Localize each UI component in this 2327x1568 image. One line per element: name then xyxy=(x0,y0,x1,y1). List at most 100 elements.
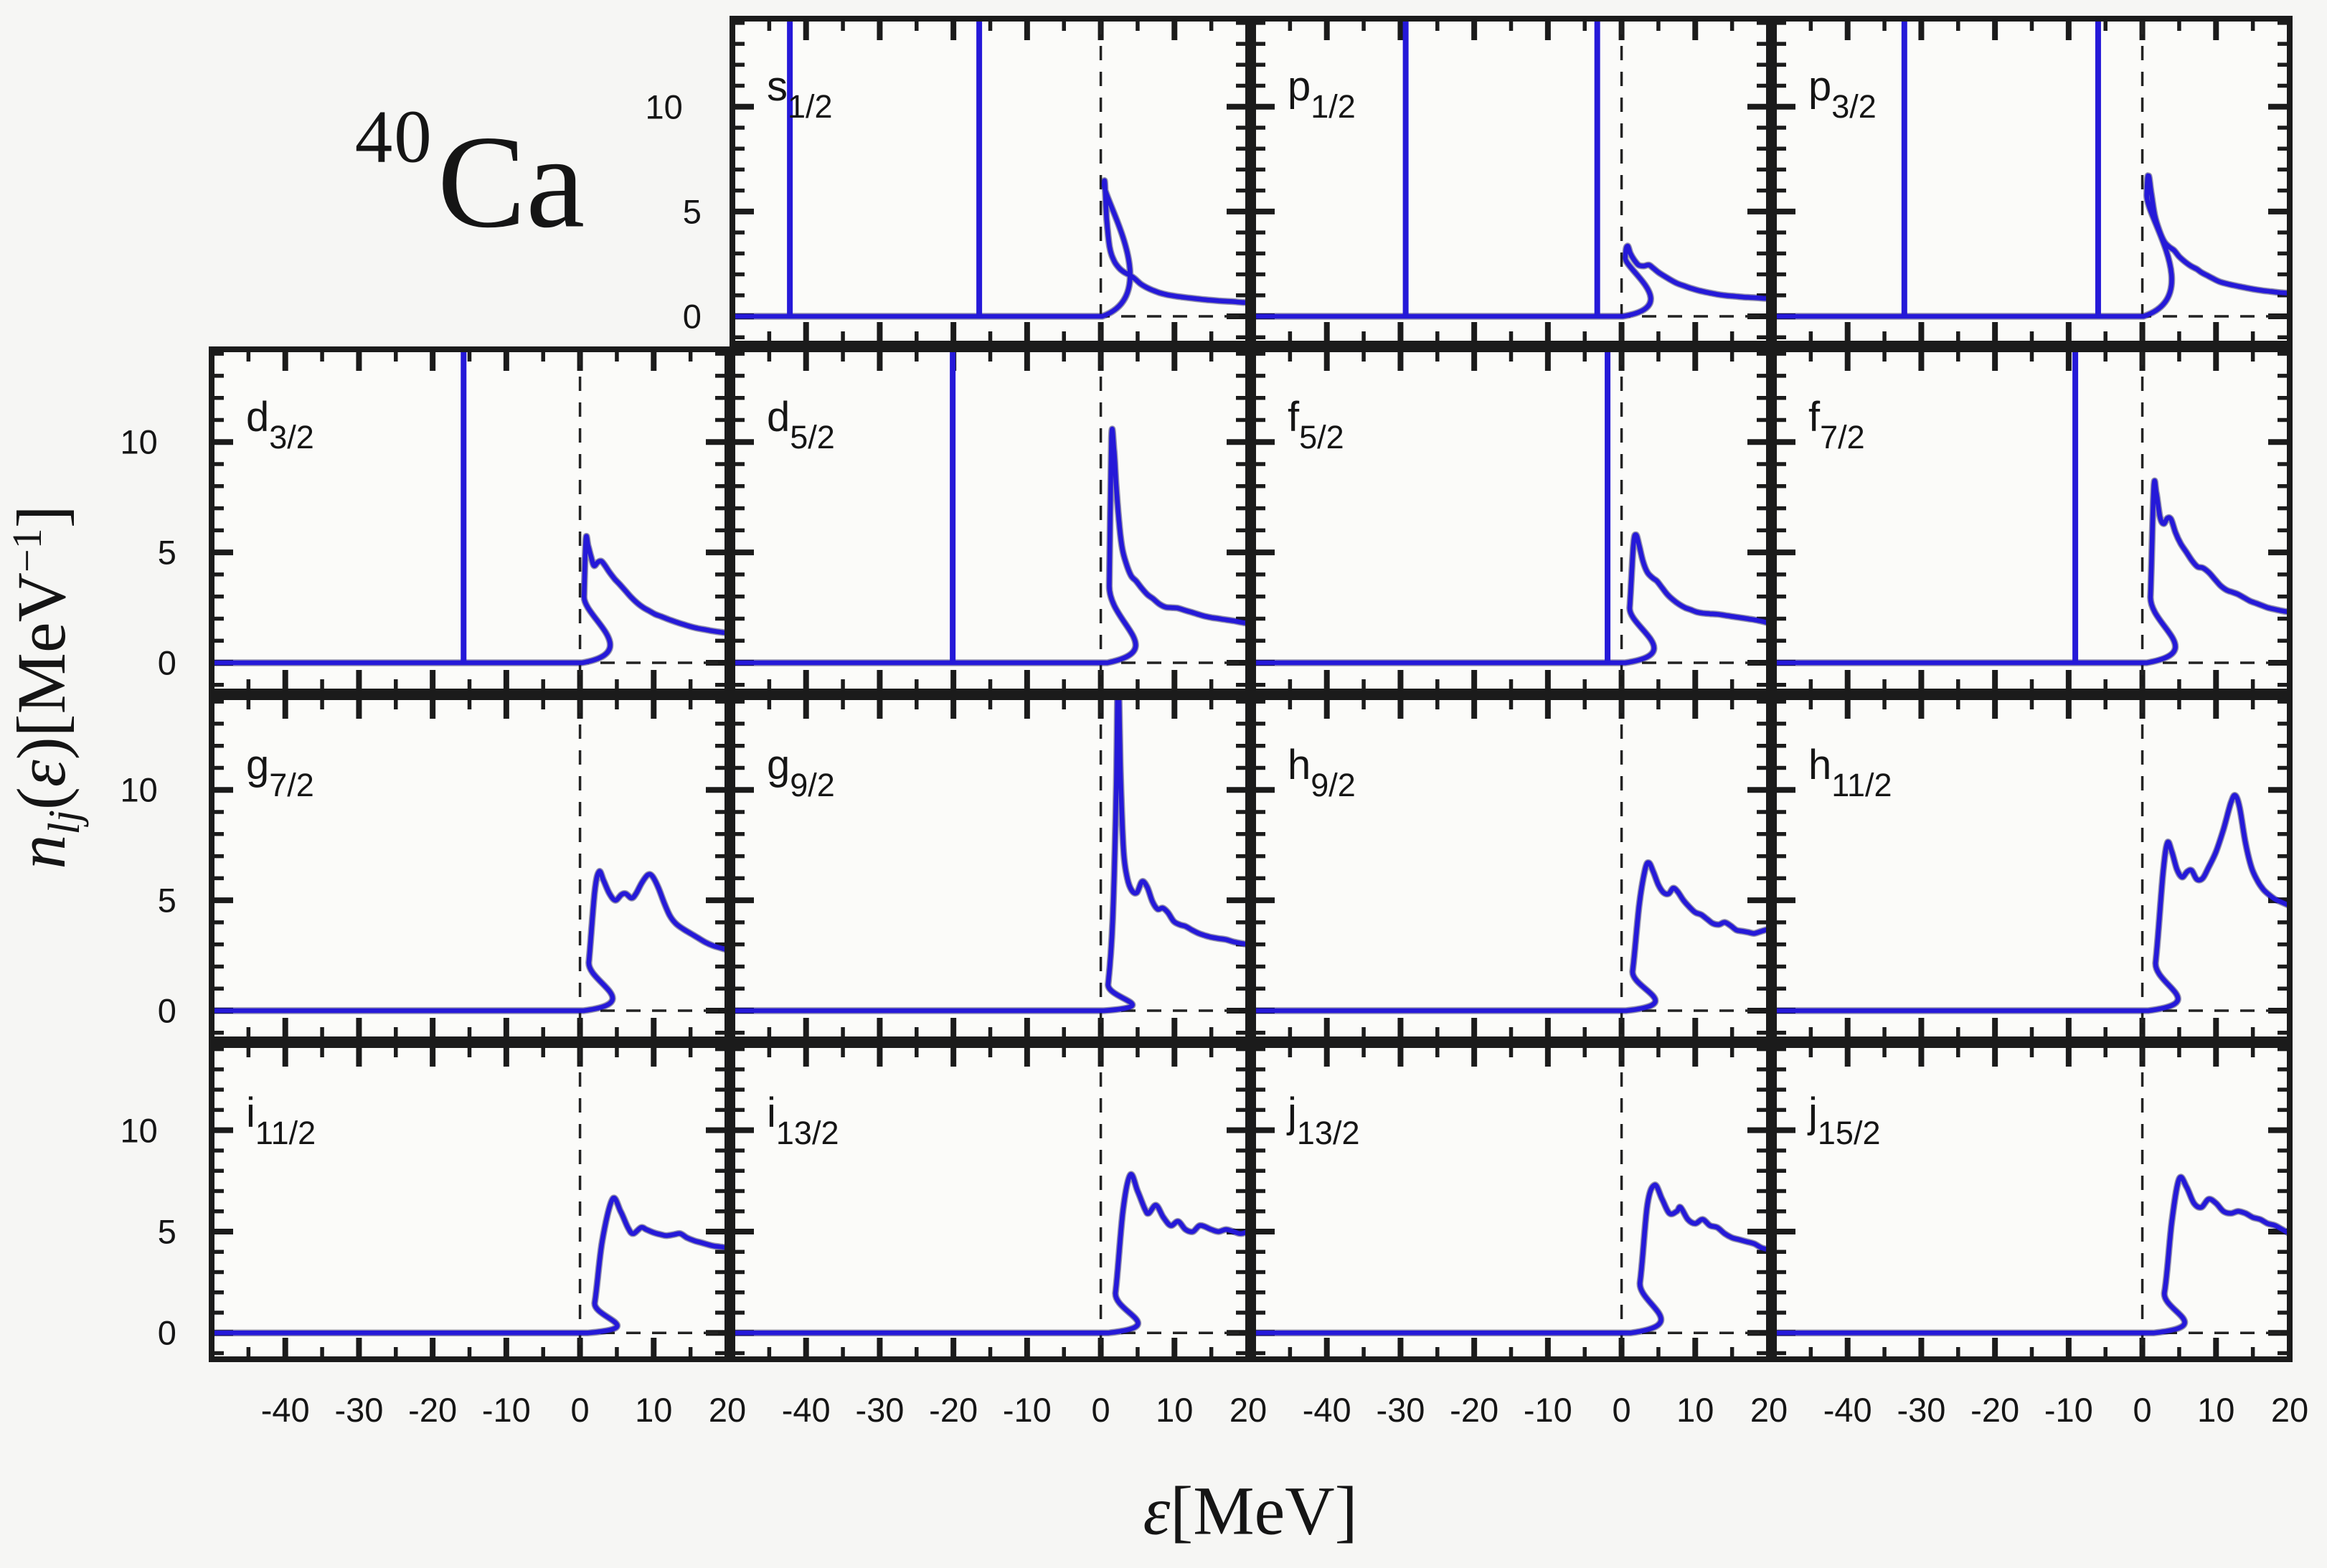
panel-background xyxy=(1250,1042,1772,1362)
spectral-strength-curve xyxy=(214,352,724,666)
panel-frame xyxy=(209,694,730,1042)
panel-frame xyxy=(1250,694,1772,1042)
x-tick-label: -10 xyxy=(481,1391,531,1429)
spectral-strength-curve xyxy=(1777,1173,2287,1337)
x-tick-label: 0 xyxy=(570,1391,590,1429)
spectral-strength-curve xyxy=(1256,352,1766,666)
spectral-strength-curve xyxy=(735,1171,1245,1337)
y-axis-title: nlj(ε)[MeV−1] xyxy=(2,505,90,869)
panel-frame xyxy=(1771,346,2293,694)
panel-frame xyxy=(730,694,1251,1042)
x-tick-label: -20 xyxy=(1450,1391,1499,1429)
x-tick-label: 20 xyxy=(1750,1391,1788,1429)
spectral-strength-curve xyxy=(1256,1181,1766,1337)
y-tick-label: 5 xyxy=(682,192,702,231)
x-axis-title: ε[MeV] xyxy=(1143,1472,1358,1549)
x-tick-label: 20 xyxy=(1229,1391,1268,1429)
x-tick-label: 10 xyxy=(1676,1391,1714,1429)
x-tick-label: -40 xyxy=(1302,1391,1351,1429)
panel-d5-2: d5/2 xyxy=(730,346,1251,694)
x-tick-label: 0 xyxy=(2133,1391,2152,1429)
x-tick-label: -30 xyxy=(1897,1391,1946,1429)
x-tick-label: 10 xyxy=(635,1391,673,1429)
x-tick-label: -20 xyxy=(408,1391,458,1429)
panel-background xyxy=(1250,16,1772,346)
spectral-strength-curve xyxy=(1256,22,1766,320)
panel-frame xyxy=(1771,16,2293,346)
panel-frame xyxy=(730,16,1251,346)
x-tick-label: 0 xyxy=(1091,1391,1110,1429)
y-tick-label: 10 xyxy=(645,88,683,126)
panel-background xyxy=(1250,694,1772,1042)
panel-frame xyxy=(1250,346,1772,694)
panel-background xyxy=(730,16,1251,346)
panel-g7-2: g7/2 xyxy=(209,694,730,1042)
spectral-strength-curve xyxy=(1777,792,2287,1014)
x-tick-label: -30 xyxy=(1376,1391,1425,1429)
isotope-element: Ca xyxy=(437,108,585,256)
panel-j15-2: j15/2 xyxy=(1771,1042,2293,1362)
panel-frame xyxy=(1250,1042,1772,1362)
x-tick-label: -30 xyxy=(855,1391,905,1429)
isotope-title: 40Ca xyxy=(355,93,585,259)
x-tick-label: -20 xyxy=(1970,1391,2020,1429)
panel-p1-2: p1/2 xyxy=(1250,16,1772,346)
panel-frame xyxy=(209,1042,730,1362)
x-tick-label: -10 xyxy=(2044,1391,2093,1429)
panel-f5-2: f5/2 xyxy=(1250,346,1772,694)
x-tick-label: -40 xyxy=(260,1391,310,1429)
x-tick-label: -10 xyxy=(1523,1391,1572,1429)
panel-background xyxy=(1250,346,1772,694)
x-tick-label: -40 xyxy=(781,1391,831,1429)
panel-j13-2: j13/2 xyxy=(1250,1042,1772,1362)
panel-label-i11-2: i11/2 xyxy=(246,1090,316,1151)
panel-p3-2: p3/2 xyxy=(1771,16,2293,346)
x-tick-label: -10 xyxy=(1002,1391,1052,1429)
x-tick-label: -20 xyxy=(929,1391,978,1429)
spectral-strength-curve xyxy=(214,867,724,1014)
panel-i11-2: i11/2 xyxy=(209,1042,730,1362)
x-tick-label: 10 xyxy=(1156,1391,1194,1429)
spectral-strength-curve xyxy=(1777,22,2287,320)
panel-frame xyxy=(1250,16,1772,346)
panel-background xyxy=(1771,694,2293,1042)
x-tick-label: 0 xyxy=(1612,1391,1631,1429)
x-tick-label: 10 xyxy=(2197,1391,2235,1429)
y-tick-label: 5 xyxy=(157,533,176,572)
isotope-mass: 40 xyxy=(354,94,433,179)
panel-background xyxy=(1771,16,2293,346)
y-tick-label: 5 xyxy=(157,1212,176,1251)
x-tick-label: -40 xyxy=(1823,1391,1872,1429)
y-tick-label: 0 xyxy=(157,643,176,682)
spectral-strength-curve xyxy=(1777,352,2287,666)
x-tick-label: 20 xyxy=(2270,1391,2309,1429)
panel-background xyxy=(730,346,1251,694)
spectral-strength-curve xyxy=(735,352,1245,666)
tick-marks xyxy=(732,697,1248,1039)
y-tick-label: 10 xyxy=(120,1111,158,1150)
y-tick-label: 5 xyxy=(157,881,176,920)
panel-f7-2: f7/2 xyxy=(1771,346,2293,694)
panel-background xyxy=(209,694,730,1042)
panel-frame xyxy=(209,346,730,694)
panel-d3-2: d3/2 xyxy=(209,346,730,694)
panel-label-g9-2: g9/2 xyxy=(767,742,835,803)
panel-h11-2: h11/2 xyxy=(1771,694,2293,1042)
panel-background xyxy=(209,1042,730,1362)
panel-background xyxy=(209,346,730,694)
spectral-strength-curve xyxy=(735,22,1245,320)
y-tick-label: 10 xyxy=(120,770,158,809)
spectral-strength-curve xyxy=(735,700,1245,1014)
panel-h9-2: h9/2 xyxy=(1250,694,1772,1042)
y-tick-label: 0 xyxy=(157,1313,176,1352)
y-tick-label: 0 xyxy=(157,991,176,1030)
y-tick-label: 0 xyxy=(682,297,702,336)
panel-background xyxy=(730,694,1251,1042)
spectral-strength-curve xyxy=(214,1194,724,1337)
x-tick-label: 20 xyxy=(708,1391,747,1429)
panel-background xyxy=(730,1042,1251,1362)
panel-frame xyxy=(1771,694,2293,1042)
panel-s1-2: s1/2 xyxy=(730,16,1251,346)
panel-background xyxy=(1771,346,2293,694)
